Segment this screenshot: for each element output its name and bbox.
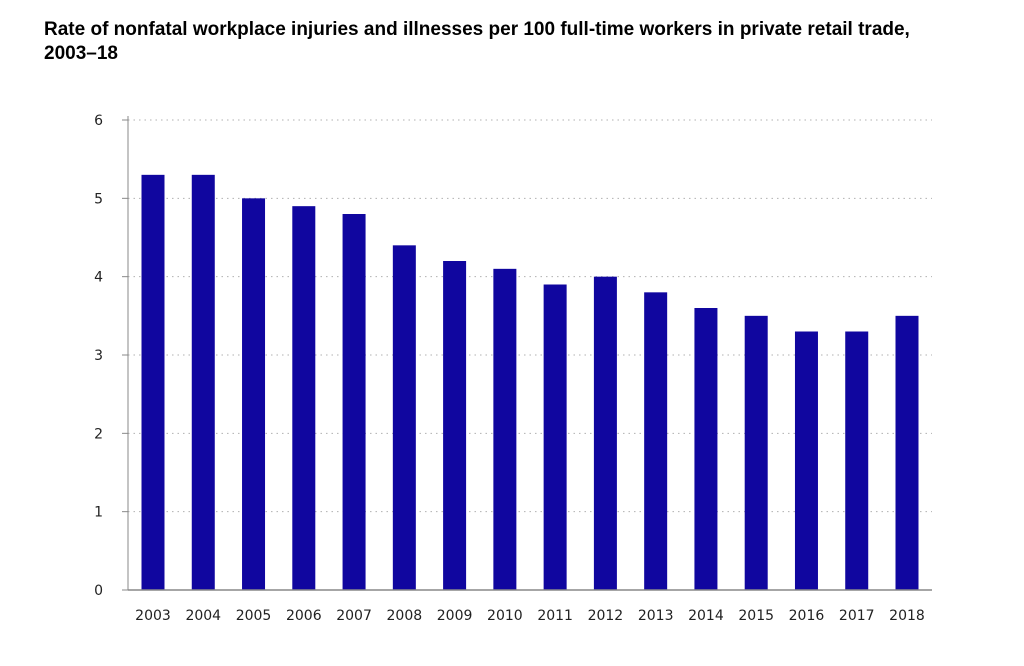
bar-2003 (141, 174, 165, 591)
gridlines (128, 119, 932, 513)
x-tick-label: 2018 (889, 608, 925, 624)
x-tick-label: 2013 (638, 608, 674, 624)
bar-2007 (342, 214, 366, 590)
bar-2004 (191, 174, 215, 591)
y-tick-label: 3 (94, 348, 103, 364)
y-tick-label: 4 (94, 270, 103, 286)
x-tick-label: 2004 (185, 608, 221, 624)
axes (122, 116, 932, 591)
bar-2017 (845, 331, 869, 590)
x-tick-label: 2012 (588, 608, 624, 624)
x-tick-labels: 2003 2004 2005 2006 2007 2008 2009 2010 2011 2012… (135, 608, 925, 624)
bar-2008 (392, 245, 416, 591)
bar-2015 (744, 315, 768, 590)
x-tick-label: 2014 (688, 608, 724, 624)
bar-2006 (292, 206, 316, 590)
bar-2009 (443, 261, 467, 590)
x-tick-label: 2006 (286, 608, 322, 624)
y-tick-label: 0 (94, 583, 103, 599)
y-tick-labels: 0 1 2 3 4 5 6 (94, 113, 103, 599)
bar-2016 (794, 331, 818, 590)
x-tick-label: 2008 (387, 608, 423, 624)
y-tick-label: 5 (94, 191, 103, 207)
x-tick-label: 2015 (738, 608, 774, 624)
bar-2018 (895, 315, 919, 590)
bars (141, 174, 919, 591)
x-tick-label: 2016 (789, 608, 825, 624)
chart-title: Rate of nonfatal workplace injuries and … (44, 19, 910, 64)
bar-2005 (242, 198, 266, 591)
x-tick-label: 2009 (437, 608, 473, 624)
y-tick-label: 2 (94, 426, 103, 442)
y-tick-label: 1 (94, 505, 103, 521)
x-tick-label: 2007 (336, 608, 372, 624)
bar-2013 (644, 292, 668, 590)
x-tick-label: 2003 (135, 608, 171, 624)
x-tick-label: 2011 (537, 608, 573, 624)
bar-2012 (593, 276, 617, 590)
bar-2010 (493, 268, 517, 590)
x-tick-label: 2005 (236, 608, 272, 624)
bar-2014 (694, 308, 718, 590)
x-tick-label: 2010 (487, 608, 523, 624)
y-tick-label: 6 (94, 113, 103, 129)
bar-2011 (543, 284, 567, 590)
x-tick-label: 2017 (839, 608, 875, 624)
